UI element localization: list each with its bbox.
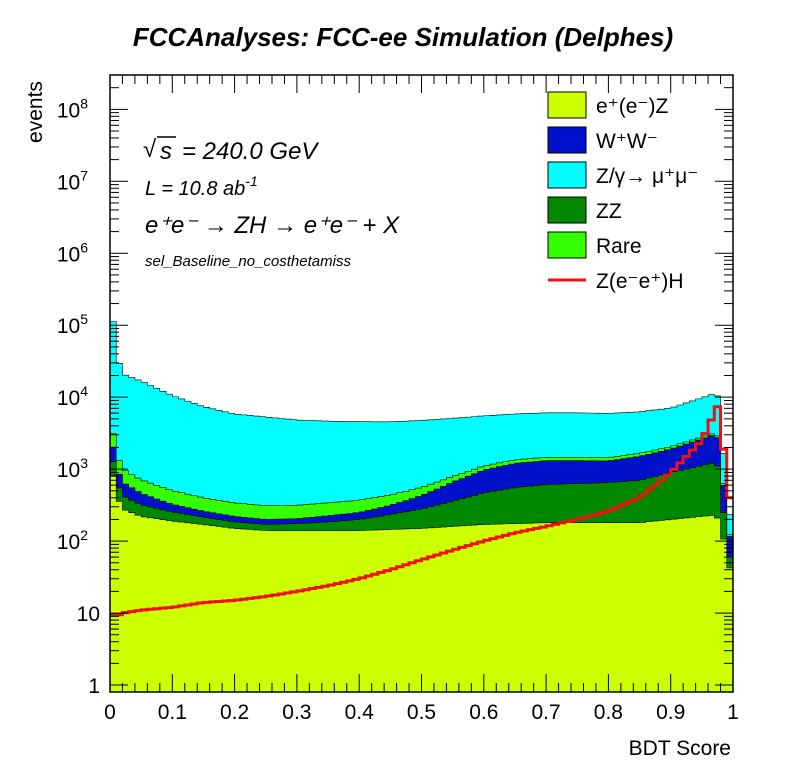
- lumi-label: L = 10.8 ab-1: [145, 173, 258, 200]
- y-tick-label: 105: [57, 311, 88, 338]
- legend-label-3: Z/γ→ μ⁺μ⁻: [596, 165, 698, 188]
- x-tick-label: 0.4: [345, 701, 375, 724]
- x-tick-label: 0.3: [282, 701, 311, 724]
- y-tick-label: 108: [57, 95, 88, 122]
- x-tick-label: 1: [727, 701, 739, 724]
- x-tick-label: 0.2: [220, 701, 249, 724]
- legend-swatch-3: [547, 161, 587, 189]
- x-tick-label: 0: [104, 701, 116, 724]
- legend-swatch-2: [547, 126, 587, 154]
- y-tick-label: 104: [57, 383, 88, 410]
- legend: e⁺(e⁻)Z W⁺W⁻ Z/γ→ μ⁺μ⁻ ZZ Rare Z(e⁻e⁺)H: [547, 91, 698, 293]
- signal-layer: [110, 405, 733, 617]
- x-tick-label: 0.5: [407, 701, 436, 724]
- legend-label-1: e⁺(e⁻)Z: [596, 95, 669, 118]
- series-layer: [109, 321, 734, 693]
- series-1-area: [109, 474, 734, 693]
- x-tick-label: 0.8: [594, 701, 623, 724]
- legend-label-5: Rare: [596, 235, 642, 258]
- sqrt-s-value: = 240.0 GeV: [182, 138, 319, 165]
- x-tick-label: 0.6: [469, 701, 498, 724]
- legend-label-signal: Z(e⁻e⁺)H: [596, 270, 684, 293]
- x-tick-label: 0.1: [158, 701, 187, 724]
- sqrt-s-symbol: s: [160, 138, 172, 165]
- signal-line: [110, 405, 733, 617]
- y-tick-label: 1: [88, 675, 100, 698]
- x-tick-label: 0.7: [531, 701, 560, 724]
- y-axis-label: events: [24, 81, 47, 143]
- selection-label: sel_Baseline_no_costhetamiss: [145, 253, 351, 270]
- legend-swatch-4: [547, 196, 587, 224]
- legend-swatch-1: [547, 91, 587, 119]
- process-label: e⁺e⁻ → ZH → e⁺e⁻ + X: [145, 212, 400, 239]
- axes-layer: 0 0.1 0.2 0.3 0.4 0.5 0.6 0.7 0.8 0.9 1 1 10 102 103 10…: [57, 74, 739, 724]
- legend-swatch-5: [547, 231, 587, 259]
- y-tick-label: 107: [57, 167, 88, 194]
- y-tick-label: 10: [77, 603, 100, 626]
- y-tick-label: 102: [57, 527, 88, 554]
- annotation-block: √ s = 240.0 GeV L = 10.8 ab-1 e⁺e⁻ → ZH …: [143, 136, 400, 270]
- chart-title: FCCAnalyses: FCC-ee Simulation (Delphes): [133, 22, 673, 52]
- x-axis-label: BDT Score: [629, 737, 731, 760]
- y-tick-label: 103: [57, 455, 88, 482]
- sqrt-s-radical: √: [143, 136, 157, 163]
- y-tick-label: 106: [57, 239, 88, 266]
- x-tick-label: 0.9: [656, 701, 685, 724]
- legend-label-2: W⁺W⁻: [596, 130, 658, 153]
- legend-label-4: ZZ: [596, 200, 622, 223]
